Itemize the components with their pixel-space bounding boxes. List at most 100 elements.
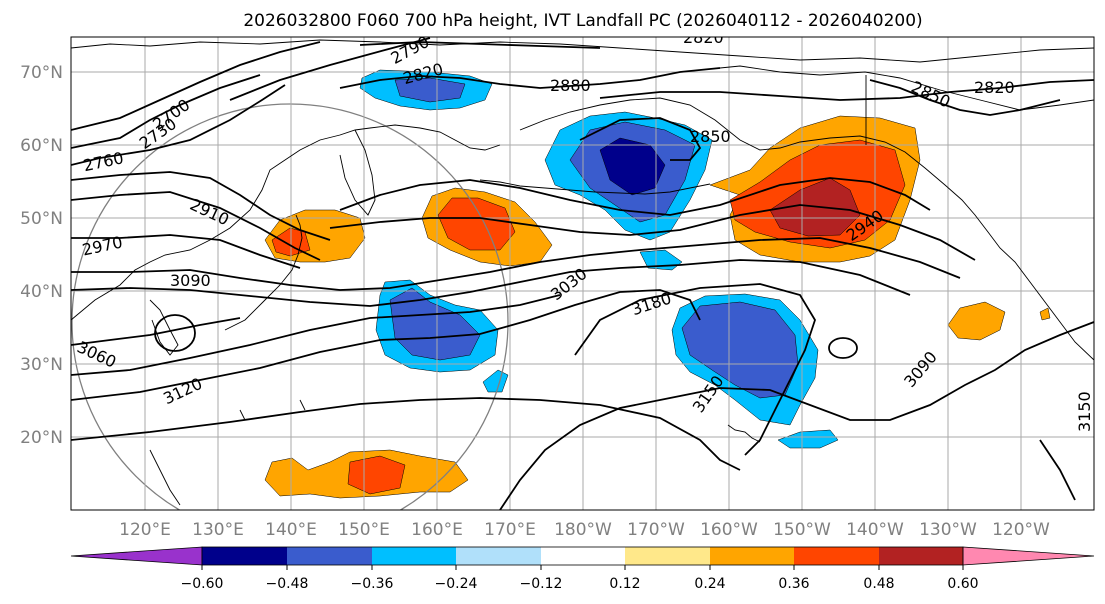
colorbar-segment (879, 547, 963, 565)
colorbar-ticks (201, 565, 964, 570)
colorbar-segment (794, 547, 879, 565)
latitude-labels: 70°N 60°N 50°N 40°N 30°N 20°N (20, 63, 63, 448)
colorbar-tick-label: −0.36 (351, 576, 394, 592)
contour-line (1039, 439, 1076, 501)
coastline-kamchatka (339, 129, 376, 216)
coastline-arctic (71, 39, 1094, 63)
lat-label: 30°N (20, 355, 63, 375)
lon-label: 120°W (992, 520, 1050, 540)
contour-label: 3150 (1075, 391, 1094, 432)
colorbar-tick-label: 0.60 (947, 576, 978, 592)
contour-line (71, 84, 286, 166)
contour-label: 2820 (683, 28, 724, 47)
colorbar-segment (372, 547, 456, 565)
contour-label: 2850 (690, 127, 731, 146)
map-frame (70, 36, 1095, 511)
contour-line (339, 67, 721, 89)
colorbar-tick-label: 0.48 (863, 576, 894, 592)
colorbar-tick-label: 0.36 (778, 576, 809, 592)
height-contours (71, 37, 1094, 510)
contour-line (339, 177, 931, 216)
ivt-negative-anomaly (777, 429, 839, 449)
lon-label: 140°W (846, 520, 904, 540)
colorbar-tick-label: 0.12 (609, 576, 640, 592)
colorbar-tick-label: −0.24 (435, 576, 478, 592)
ivt-negative-core (394, 77, 466, 103)
range-circle (71, 103, 509, 510)
contour-line (499, 321, 1094, 510)
ivt-positive-core (437, 197, 516, 251)
lat-label: 40°N (20, 282, 63, 302)
contour-line (229, 37, 431, 101)
lon-label: 130°E (192, 520, 244, 540)
ivt-negative-core (681, 301, 799, 399)
lon-label: 140°E (265, 520, 317, 540)
contour-line (71, 294, 561, 376)
ivt-positive-anomaly (1039, 307, 1051, 321)
contour-line (71, 41, 321, 131)
colorbar-tick-label: −0.48 (266, 576, 309, 592)
lon-label: 160°W (700, 520, 758, 540)
ivt-shading (264, 69, 1051, 499)
contour-line (71, 289, 701, 401)
contour-line (599, 79, 1094, 101)
lon-label: 150°E (338, 520, 390, 540)
contour-line (154, 314, 196, 352)
lat-label: 20°N (20, 428, 63, 448)
lon-label: 180°W (554, 520, 612, 540)
lat-label: 50°N (20, 209, 63, 229)
contour-line (579, 117, 702, 161)
longitude-labels: 120°E 130°E 140°E 150°E 160°E 170°E 180°… (119, 520, 1050, 540)
contour-line (869, 79, 1061, 116)
colorbar-segment (287, 547, 372, 565)
coastline-asia (71, 124, 501, 321)
contour-line (71, 74, 261, 149)
lat-label: 70°N (20, 63, 63, 83)
coastlines (71, 39, 1094, 506)
colorbar-segment (202, 547, 287, 565)
colorbar-extend-low (70, 546, 203, 566)
contour-line (71, 234, 301, 269)
contour-line (329, 204, 976, 261)
colorbar-extend-high (962, 546, 1095, 566)
figure-title: 2026032800 F060 700 hPa height, IVT Land… (243, 11, 922, 31)
contour-line (828, 337, 858, 359)
contour-label: 2820 (974, 78, 1015, 97)
colorbar-tick-label: 0.24 (694, 576, 725, 592)
contour-line (71, 171, 331, 241)
contour-label: 3090 (170, 271, 211, 290)
contour-line (71, 317, 241, 346)
colorbar-segment (456, 547, 541, 565)
coastline-pacific-islands (149, 399, 306, 506)
colorbar-segment (710, 547, 794, 565)
lon-label: 160°E (411, 520, 463, 540)
coastline-alaska (519, 97, 1094, 361)
coastline-hawaii (727, 424, 761, 443)
colorbar-segment (625, 547, 710, 565)
lon-label: 150°W (773, 520, 831, 540)
contour-line (71, 397, 741, 471)
colorbar: −0.60 −0.48 −0.36 −0.24 −0.12 0.12 0.24 … (70, 546, 1095, 592)
contour-line (71, 237, 961, 291)
colorbar-tick-label: −0.12 (520, 576, 563, 592)
graticule (71, 37, 1094, 510)
ivt-positive-core (347, 455, 406, 495)
contour-line (71, 191, 321, 261)
lon-label: 120°E (119, 520, 171, 540)
lon-label: 130°W (919, 520, 977, 540)
lon-label: 170°E (484, 520, 536, 540)
ivt-positive-anomaly (947, 301, 1006, 341)
contour-line (359, 41, 601, 49)
colorbar-outline (201, 546, 964, 566)
contour-line (71, 259, 911, 307)
contour-line (574, 283, 816, 456)
coastline-canada (699, 65, 1094, 111)
map-panel: 2820 2790 2820 2880 2700 2730 2760 2850 … (71, 28, 1094, 510)
coastline-aleutians (479, 179, 711, 195)
colorbar-segment (541, 547, 625, 565)
ivt-negative-core (389, 287, 481, 361)
lat-label: 60°N (20, 136, 63, 156)
coastline-korea (149, 299, 179, 356)
ivt-negative-max (599, 137, 666, 196)
